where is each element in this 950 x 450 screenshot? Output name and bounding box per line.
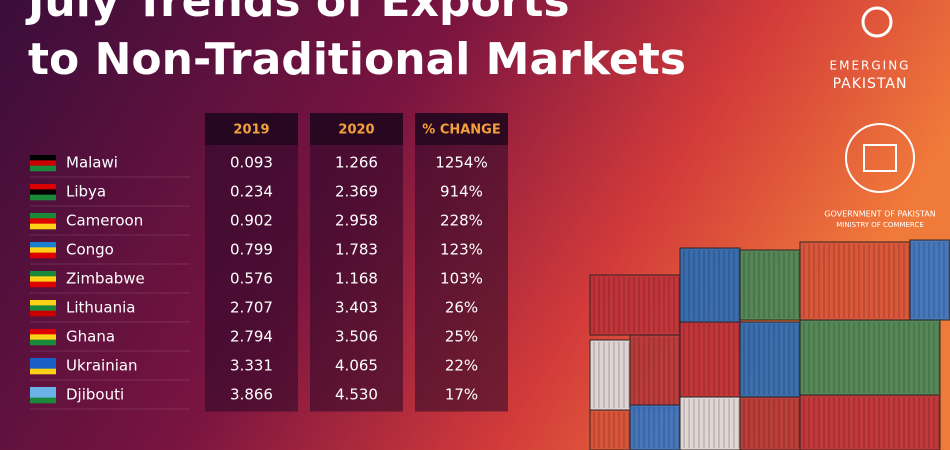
flag-stripe [30,276,56,282]
table-cell: 2.958 [335,212,378,230]
table-cell: 3.506 [335,328,378,346]
table-cell: 25% [445,328,478,346]
column-panel [205,113,298,412]
flag-stripe [30,165,56,172]
government-text: GOVERNMENT OF PAKISTAN [824,210,935,219]
flag-stripe [30,363,56,369]
table-cell: 0.902 [230,212,273,230]
container [799,394,941,450]
table-cell: 2.369 [335,183,378,201]
title-line: to Non-Traditional Markets [28,34,686,85]
column-header: 2019 [233,123,269,138]
table-cell: 1254% [435,154,487,172]
table-cell: 3.331 [230,357,273,375]
flag-stripe [30,310,56,317]
title-line: July Trends of Exports [25,0,570,27]
table-cell: 22% [445,357,478,375]
flag-stripe [30,223,56,230]
table-cell: 17% [445,386,478,404]
country-name: Malawi [66,154,118,172]
flag-stripe [30,281,56,288]
flag-stripe [30,271,56,277]
table-cell: 2.707 [230,299,273,317]
country-name: Congo [66,241,114,259]
government-emblem: GOVERNMENT OF PAKISTAN MINISTRY OF COMME… [824,123,936,229]
table-cell: 228% [440,212,483,230]
container [679,321,741,398]
brand-text: PAKISTAN [833,76,908,92]
table-cell: 1.783 [335,241,378,259]
container [679,247,741,324]
table-cell: 0.234 [230,183,273,201]
flag-stripe [30,160,56,166]
table-cell: 2.794 [230,328,273,346]
brand-text: EMERGING [830,59,911,73]
country-name: Ghana [66,328,115,346]
container [629,404,681,450]
flag-stripe [30,300,56,306]
column-panel [415,113,508,412]
flag-stripe [30,329,56,335]
flag-stripe [30,189,56,195]
container [739,396,801,450]
containers-image [589,239,950,450]
container [739,249,801,321]
table-cell: 3.403 [335,299,378,317]
table: 2019 2020 % CHANGE Malawi 0.093 1.266 1254% Lib… [30,113,508,412]
flag-stripe [30,334,56,340]
flag-stripe [30,184,56,190]
country-name: Cameroon [66,212,143,230]
flag-stripe [30,194,56,201]
flag-stripe [30,218,56,224]
flag-stripe [30,339,56,346]
table-cell: 1.266 [335,154,378,172]
table-cell: 103% [440,270,483,288]
flag-stripe [30,252,56,259]
flag-stripe [30,368,56,375]
table-cell: 0.093 [230,154,273,172]
flag-stripe [30,213,56,219]
flag-stripe [30,305,56,311]
table-cell: 914% [440,183,483,201]
ministry-text: MINISTRY OF COMMERCE [836,221,924,229]
header-cell [310,113,403,145]
column-header: 2020 [338,123,374,138]
flag-stripe [30,358,56,364]
flag-stripe [30,247,56,253]
table-cell: 4.530 [335,386,378,404]
container [589,274,681,336]
table-cell: 3.866 [230,386,273,404]
flag-stripe [30,387,56,393]
country-name: Ukrainian [66,357,138,375]
table-cell: 0.576 [230,270,273,288]
column-panel [310,113,403,412]
column-header: % CHANGE [422,123,500,138]
container [679,396,741,450]
table-cell: 26% [445,299,478,317]
country-name: Djibouti [66,386,124,404]
flag-stripe [30,397,56,404]
country-name: Lithuania [66,299,135,317]
table-cell: 1.168 [335,270,378,288]
container [799,319,941,396]
table-cell: 4.065 [335,357,378,375]
container [629,334,681,411]
table-cell: 123% [440,241,483,259]
country-name: Zimbabwe [66,270,145,288]
brand-logo: EMERGING PAKISTAN [830,6,911,92]
flag-stripe [30,392,56,398]
flag-stripe [30,242,56,248]
header-cell [415,113,508,145]
country-name: Libya [66,183,106,201]
table-cell: 0.799 [230,241,273,259]
flag-stripe [30,155,56,161]
header-cell [205,113,298,145]
